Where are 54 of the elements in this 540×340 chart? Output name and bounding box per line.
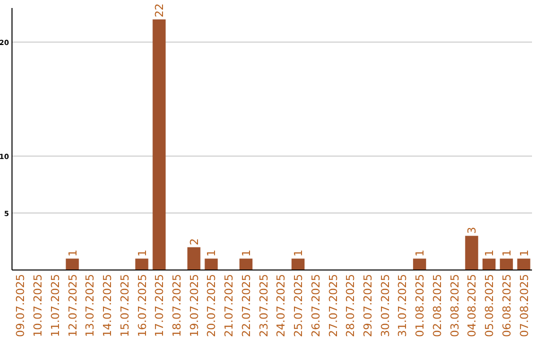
data-label: 1: [136, 250, 149, 257]
data-label: 1: [414, 250, 427, 257]
bar: [292, 258, 305, 270]
x-tick-label: 02.08.2025: [430, 274, 444, 337]
x-tick-label: 18.07.2025: [170, 274, 184, 337]
bar: [204, 258, 218, 270]
data-label: 22: [153, 3, 166, 18]
x-tick-label: 06.08.2025: [500, 274, 514, 337]
bar: [465, 236, 478, 270]
bar: [187, 247, 200, 270]
x-tick-label: 30.07.2025: [378, 274, 392, 337]
x-tick-label: 22.07.2025: [240, 274, 253, 337]
x-tick-label: 19.07.2025: [188, 274, 201, 337]
x-tick-label: 10.07.2025: [32, 274, 45, 337]
bar: [517, 258, 530, 270]
bar: [239, 258, 252, 270]
x-tick-label: 15.07.2025: [118, 274, 132, 337]
x-tick-label: 20.07.2025: [205, 274, 218, 337]
x-tick-label: 07.08.2025: [518, 274, 531, 337]
x-tick-label: 03.08.2025: [448, 274, 462, 337]
data-label: 1: [66, 250, 80, 257]
data-label: 2: [188, 238, 201, 246]
bar: [135, 258, 148, 270]
data-label: 3: [466, 226, 479, 234]
data-label: 1: [518, 250, 531, 257]
x-tick-label: 09.07.2025: [14, 274, 28, 337]
x-tick-label: 27.07.2025: [326, 274, 340, 337]
data-label: 1: [292, 250, 306, 257]
x-tick-label: 21.07.2025: [222, 274, 236, 337]
x-tick-label: 29.07.2025: [361, 274, 374, 337]
x-tick-label: 12.07.2025: [66, 274, 80, 337]
x-tick-label: 23.07.2025: [257, 274, 270, 337]
data-label: 1: [500, 250, 514, 257]
x-tick-label: 14.07.2025: [101, 274, 114, 337]
x-tick-label: 01.08.2025: [414, 274, 427, 337]
x-tick-label: 31.07.2025: [396, 274, 410, 337]
x-tick-label: 13.07.2025: [84, 274, 97, 337]
data-label: 1: [205, 250, 218, 257]
x-tick-label: 28.07.2025: [344, 274, 358, 337]
x-tick-label: 16.07.2025: [136, 274, 149, 337]
bar: [66, 258, 79, 270]
bar: [482, 258, 496, 270]
x-tick-label: 24.07.2025: [274, 274, 288, 337]
bar: [500, 258, 513, 270]
data-label: 1: [240, 250, 253, 257]
x-tick-label: 05.08.2025: [483, 274, 496, 337]
data-label: 1: [483, 250, 496, 257]
bar: [152, 19, 166, 270]
x-tick-label: 25.07.2025: [292, 274, 306, 337]
bar: [413, 258, 426, 270]
x-tick-label: 26.07.2025: [309, 274, 322, 337]
x-tick-label: 17.07.2025: [153, 274, 166, 337]
x-tick-label: 11.07.2025: [48, 274, 62, 337]
x-tick-label: 04.08.2025: [466, 274, 479, 337]
